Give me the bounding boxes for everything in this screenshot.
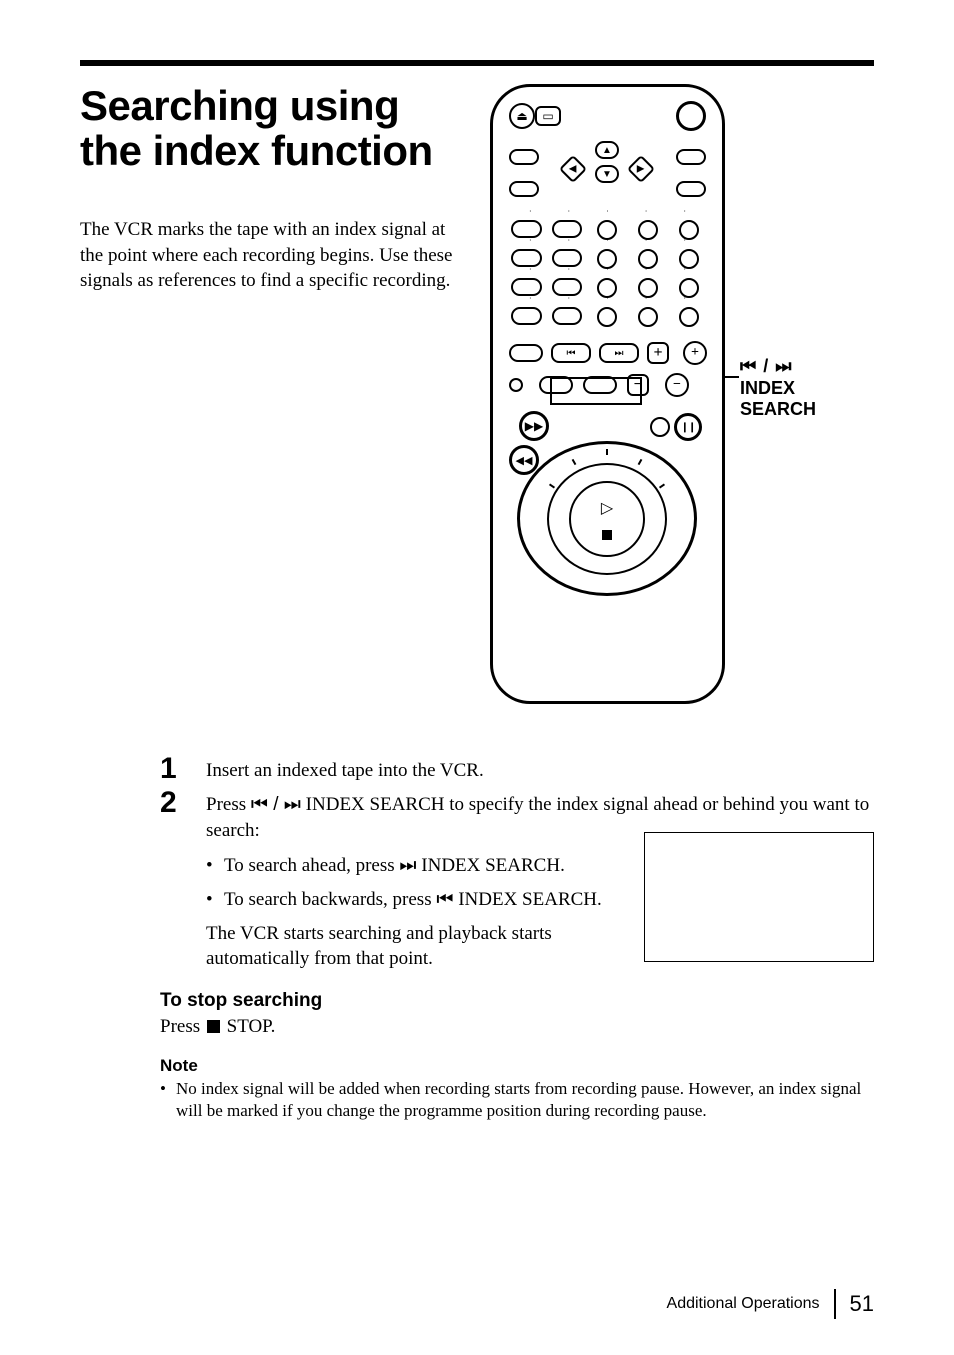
screen-placeholder-box xyxy=(644,832,874,962)
step-2-tail: The VCR starts searching and playback st… xyxy=(206,921,606,972)
intro-paragraph: The VCR marks the tape with an index sig… xyxy=(80,217,470,294)
callout-glyphs: ⏮ / ⏭ xyxy=(740,356,816,378)
stop-searching-heading: To stop searching xyxy=(160,990,874,1012)
step-2: 2 Press ⏮ / ⏭ INDEX SEARCH to specify th… xyxy=(160,788,874,972)
vol-minus-icon: − xyxy=(665,373,689,397)
stop-square-icon xyxy=(207,1020,220,1033)
pause-button-icon: ❙❙ xyxy=(674,413,702,441)
skip-buttons-highlight xyxy=(550,377,642,405)
footer-section: Additional Operations xyxy=(667,1295,820,1313)
jog-dial: ▶▶ ❙❙ ◀◀ ▷ xyxy=(503,411,712,601)
callout-line2: SEARCH xyxy=(740,399,816,421)
skip-glyphs-icon: ⏮ / ⏭ xyxy=(251,794,301,815)
bullet-search-backward: • To search backwards, press ⏮ INDEX SEA… xyxy=(206,887,606,913)
page-footer: Additional Operations 51 xyxy=(667,1289,874,1319)
skip-forward-icon: ⏭ xyxy=(599,343,639,363)
arrow-cluster: ▲ ▼ ◀ ▶ xyxy=(503,141,712,211)
play-icon: ▷ xyxy=(601,498,613,518)
index-search-callout: ⏮ / ⏭ INDEX SEARCH xyxy=(740,356,816,421)
power-button-icon xyxy=(676,101,706,131)
stop-searching-text: Press STOP. xyxy=(160,1016,874,1038)
remote-illustration: ⏏ ▭ ▲ ▼ ◀ xyxy=(490,84,725,704)
eject-button-icon: ⏏ xyxy=(509,103,535,129)
prog-plus-icon: + xyxy=(647,342,669,364)
stop-icon xyxy=(602,530,612,540)
display-button-icon: ▭ xyxy=(535,106,561,126)
skip-forward-glyph-icon: ⏭ xyxy=(399,855,416,876)
note-text: • No index signal will be added when rec… xyxy=(160,1078,874,1122)
cue-button-icon: ▶▶ xyxy=(519,411,549,441)
step-1-text: Insert an indexed tape into the VCR. xyxy=(206,754,874,784)
top-rule xyxy=(80,60,874,66)
callout-line1: INDEX xyxy=(740,378,816,400)
step-1-number: 1 xyxy=(160,754,206,784)
skip-back-icon: ⏮ xyxy=(551,343,591,363)
bullet-search-ahead: • To search ahead, press ⏭ INDEX SEARCH. xyxy=(206,853,606,879)
skip-back-glyph-icon: ⏮ xyxy=(436,889,453,910)
vol-plus-icon: + xyxy=(683,341,707,365)
step-1: 1 Insert an indexed tape into the VCR. xyxy=(160,754,874,784)
page-title: Searching using the index function xyxy=(80,84,470,173)
step-2-number: 2 xyxy=(160,788,206,972)
rec-indicator-icon xyxy=(509,378,523,392)
note-heading: Note xyxy=(160,1056,874,1076)
footer-page-number: 51 xyxy=(850,1291,874,1317)
index-search-row: ⏮ ⏭ + + xyxy=(503,341,712,365)
